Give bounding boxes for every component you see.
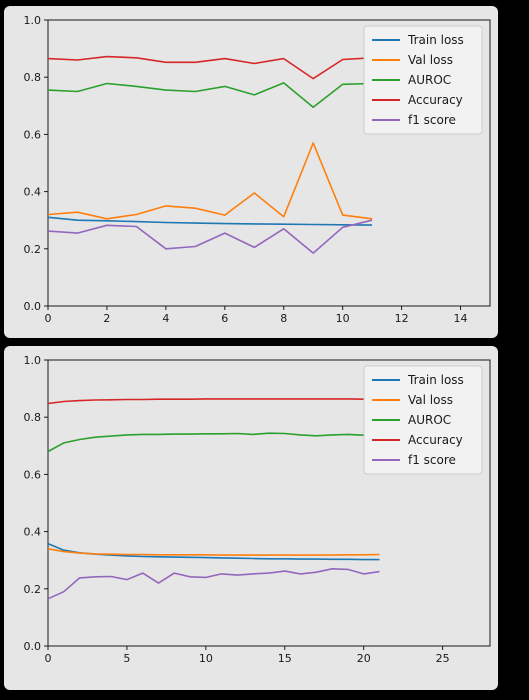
legend-label: AUROC [408, 73, 451, 87]
legend-label: Accuracy [408, 433, 463, 447]
x-tick-label: 15 [278, 652, 292, 665]
series-line-auroc [47, 82, 373, 108]
series-line-accuracy [47, 55, 373, 80]
x-tick-label: 20 [357, 652, 371, 665]
legend-label: f1 score [408, 113, 456, 127]
y-tick-label: 0.2 [24, 243, 42, 256]
x-tick-label: 8 [280, 312, 287, 325]
x-tick-label: 2 [103, 312, 110, 325]
y-tick-label: 0.6 [24, 468, 42, 481]
series-line-accuracy [47, 398, 380, 405]
series-line-val-loss [47, 548, 380, 556]
legend-box [363, 25, 483, 135]
y-tick-label: 0.8 [24, 71, 42, 84]
x-tick-label: 10 [199, 652, 213, 665]
y-tick-label: 1.0 [24, 354, 42, 367]
y-tick-label: 0.2 [24, 583, 42, 596]
series-line-auroc [47, 432, 380, 453]
legend-label: AUROC [408, 413, 451, 427]
y-tick-label: 1.0 [24, 14, 42, 27]
x-tick-label: 0 [45, 312, 52, 325]
x-tick-label: 12 [395, 312, 409, 325]
legend-box [363, 365, 483, 475]
x-tick-label: 10 [336, 312, 350, 325]
legend: Train loss Val loss AUROC Accuracy f1 score [363, 25, 483, 135]
x-tick-label: 6 [221, 312, 228, 325]
legend: Train loss Val loss AUROC Accuracy f1 score [363, 365, 483, 475]
legend-label: Val loss [408, 393, 453, 407]
line-chart-1: 0.0 0.2 0.4 0.6 0.8 1.0 0 2 4 6 8 10 12 14 Train loss V… [24, 14, 491, 325]
y-tick-label: 0.0 [24, 300, 42, 313]
x-tick-label: 4 [162, 312, 169, 325]
chart-panel-2: 0.0 0.2 0.4 0.6 0.8 1.0 0 5 10 15 20 25 Train loss Va… [4, 346, 498, 690]
line-chart-2: 0.0 0.2 0.4 0.6 0.8 1.0 0 5 10 15 20 25 Train loss Va… [24, 354, 491, 665]
x-tick-label: 0 [45, 652, 52, 665]
x-tick-label: 5 [123, 652, 130, 665]
x-tick-label: 25 [436, 652, 450, 665]
series-line-val-loss [47, 142, 373, 220]
y-tick-label: 0.6 [24, 128, 42, 141]
series-line-f1-score [47, 568, 380, 600]
y-tick-label: 0.4 [24, 526, 42, 539]
chart-panel-1: 0.0 0.2 0.4 0.6 0.8 1.0 0 2 4 6 8 10 12 14 Train loss V… [4, 6, 498, 338]
x-tick-label: 14 [454, 312, 468, 325]
legend-label: f1 score [408, 453, 456, 467]
series-line-train-loss [47, 216, 373, 226]
legend-label: Accuracy [408, 93, 463, 107]
legend-label: Train loss [407, 33, 464, 47]
y-tick-label: 0.8 [24, 411, 42, 424]
legend-label: Val loss [408, 53, 453, 67]
y-tick-label: 0.0 [24, 640, 42, 653]
legend-label: Train loss [407, 373, 464, 387]
series-line-f1-score [47, 219, 373, 254]
y-tick-label: 0.4 [24, 186, 42, 199]
